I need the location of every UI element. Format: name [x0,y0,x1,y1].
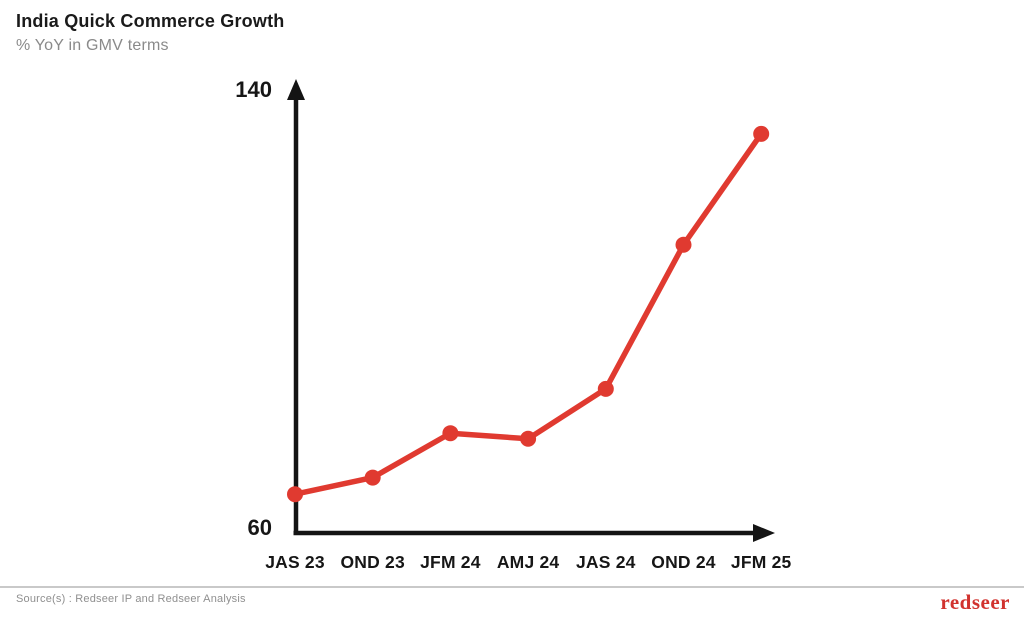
footer-divider [0,586,1024,588]
chart-subtitle: % YoY in GMV terms [16,37,169,54]
redseer-logo: redseer [940,590,1010,614]
x-axis-arrow [753,524,775,542]
y-tick-label: 140 [235,77,272,102]
data-point-4 [597,380,614,397]
data-point-0 [287,486,303,503]
y-axis-arrow [287,79,305,100]
data-point-5 [675,236,692,253]
data-point-3 [520,430,537,447]
x-tick-label: JFM 25 [731,552,792,572]
x-tick-label: JAS 24 [576,552,636,572]
data-point-2 [442,425,459,442]
x-tick-label: AMJ 24 [497,552,560,572]
x-tick-label: JAS 23 [265,552,325,572]
data-point-6 [753,125,770,142]
chart-title: India Quick Commerce Growth [16,11,285,31]
source-note: Source(s) : Redseer IP and Redseer Analy… [16,593,246,605]
x-tick-label: OND 23 [340,552,404,572]
x-tick-label: OND 24 [651,552,715,572]
y-tick-label: 60 [248,515,272,540]
data-point-1 [364,469,381,486]
x-tick-label: JFM 24 [420,552,481,572]
